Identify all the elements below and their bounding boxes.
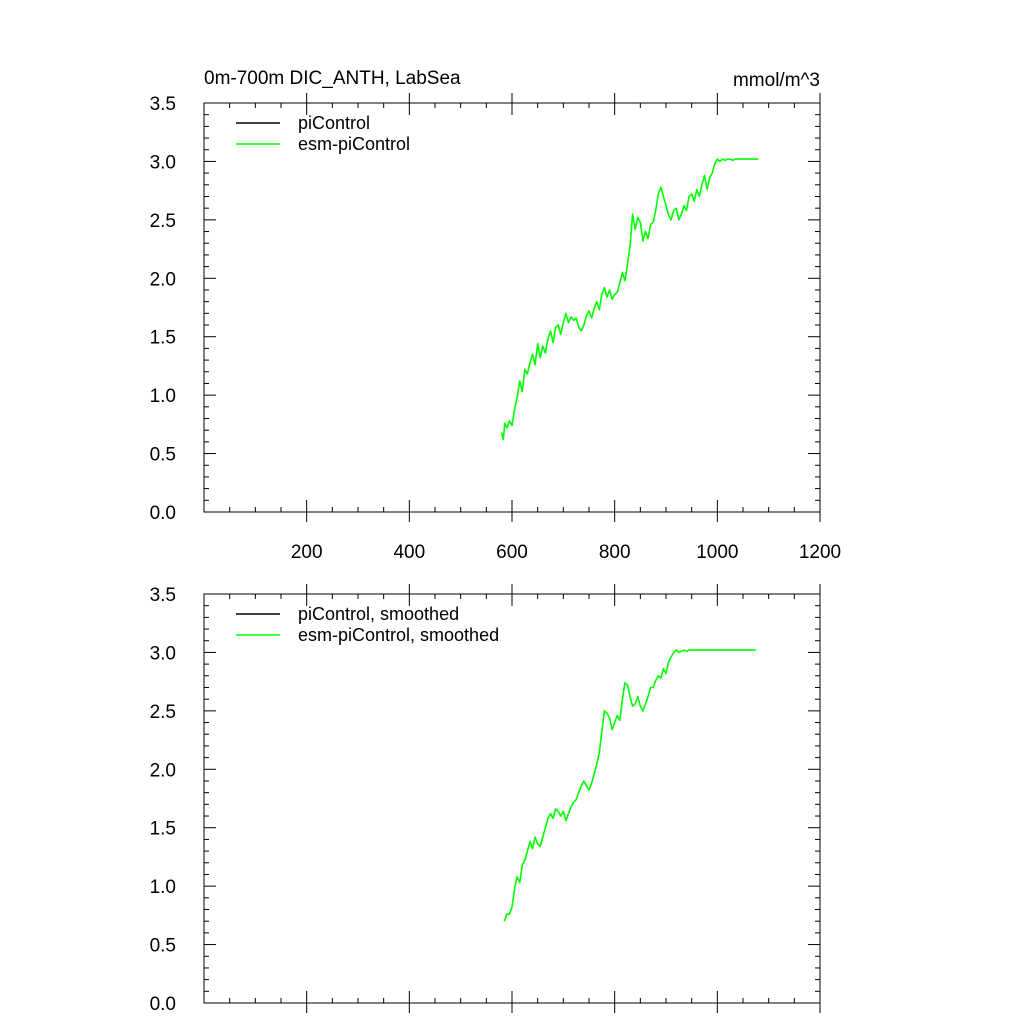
x-tick-label: 800 bbox=[599, 542, 631, 563]
y-tick-label: 1.0 bbox=[150, 877, 176, 898]
y-tick-label: 0.5 bbox=[150, 936, 176, 957]
x-tick-label: 400 bbox=[393, 542, 425, 563]
y-tick-label: 1.5 bbox=[150, 819, 176, 840]
chart-title: 0m-700m DIC_ANTH, LabSea bbox=[204, 68, 461, 89]
y-tick-label: 0.5 bbox=[150, 445, 176, 466]
y-tick-label: 0.0 bbox=[150, 503, 176, 524]
x-tick-label: 1200 bbox=[799, 542, 841, 563]
legend-label: piControl bbox=[298, 113, 370, 133]
y-tick-label: 3.5 bbox=[150, 94, 176, 115]
y-tick-label: 2.0 bbox=[150, 269, 176, 290]
panel-bottom: 0.0 0.5 1.0 1.5 2.0 2.5 3.0 3.5 piControl, smoot… bbox=[150, 584, 821, 1015]
x-tick-label: 600 bbox=[496, 542, 528, 563]
y-tick-label: 2.0 bbox=[150, 760, 176, 781]
y-tick-label: 1.5 bbox=[150, 328, 176, 349]
x-tick-label: 1000 bbox=[696, 542, 738, 563]
y-tick-label: 3.0 bbox=[150, 152, 176, 173]
y-tick-label: 1.0 bbox=[150, 386, 176, 407]
y-tick-label: 2.5 bbox=[150, 702, 176, 723]
plot-area-top: 0.0 0.5 1.0 1.5 2.0 2.5 3.0 3.5 200 400 600 800 1000… bbox=[150, 93, 841, 563]
panel-top: 0m-700m DIC_ANTH, LabSea mmol/m^3 0.0 0.5… bbox=[150, 68, 842, 563]
units-label: mmol/m^3 bbox=[733, 70, 820, 91]
y-tick-label: 0.0 bbox=[150, 994, 176, 1015]
y-tick-label: 3.0 bbox=[150, 643, 176, 664]
x-tick-label: 200 bbox=[291, 542, 323, 563]
plot-area-bottom: 0.0 0.5 1.0 1.5 2.0 2.5 3.0 3.5 piControl, smoot… bbox=[150, 584, 821, 1015]
y-tick-label: 2.5 bbox=[150, 211, 176, 232]
series-line-esm-picontrol-smoothed bbox=[503, 649, 756, 922]
legend-label: esm-piControl bbox=[298, 134, 410, 154]
series-line-esm-picontrol bbox=[500, 158, 759, 441]
legend-label: piControl, smoothed bbox=[298, 604, 459, 624]
y-tick-label: 3.5 bbox=[150, 585, 176, 606]
legend-label: esm-piControl, smoothed bbox=[298, 625, 499, 645]
